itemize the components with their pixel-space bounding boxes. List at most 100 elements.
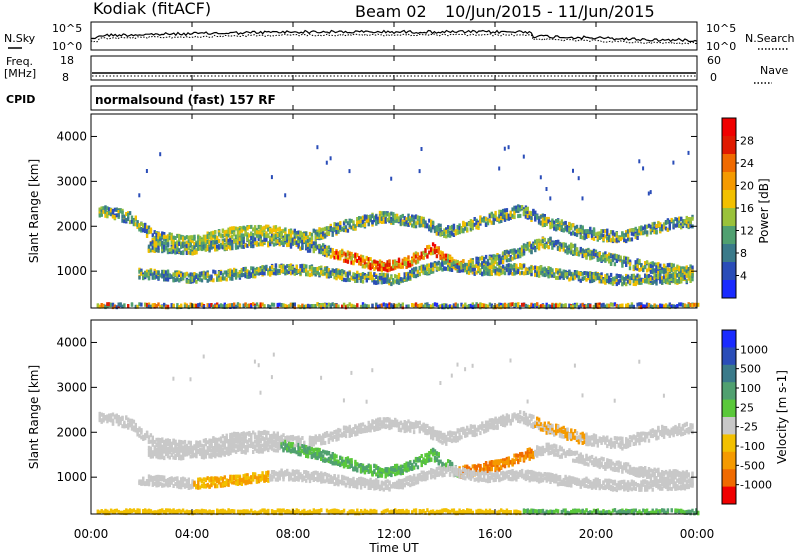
power-point bbox=[371, 276, 374, 281]
power-point bbox=[551, 241, 554, 246]
velocity-point bbox=[147, 474, 151, 479]
power-point bbox=[490, 220, 493, 225]
power-point bbox=[212, 244, 215, 249]
power-point bbox=[314, 230, 317, 235]
power-point bbox=[164, 270, 168, 275]
power-point bbox=[316, 269, 319, 274]
power-point bbox=[594, 249, 598, 254]
velocity-point bbox=[134, 509, 137, 514]
power-point bbox=[433, 226, 437, 230]
power-point bbox=[503, 271, 507, 276]
power-point bbox=[216, 244, 219, 249]
power-point bbox=[308, 248, 312, 253]
power-point bbox=[611, 231, 615, 236]
power-point bbox=[407, 275, 410, 280]
power-point bbox=[352, 220, 355, 225]
power-point bbox=[382, 266, 385, 271]
velocity-point bbox=[115, 415, 118, 420]
power-point bbox=[680, 273, 683, 278]
power-point bbox=[626, 256, 630, 261]
power-point bbox=[365, 255, 368, 260]
power-point bbox=[306, 248, 310, 253]
power-point bbox=[662, 304, 666, 309]
power-point bbox=[327, 245, 331, 250]
power-point bbox=[191, 251, 194, 256]
power-point bbox=[575, 273, 579, 278]
power-point bbox=[422, 255, 425, 260]
power-point bbox=[428, 267, 431, 272]
power-point bbox=[509, 257, 512, 262]
power-point bbox=[475, 304, 478, 309]
power-point bbox=[392, 262, 395, 267]
power-point bbox=[672, 219, 675, 224]
power-point bbox=[282, 263, 285, 268]
power-point bbox=[501, 211, 505, 216]
power-point bbox=[579, 228, 582, 233]
velocity-point bbox=[111, 412, 115, 417]
power-point bbox=[553, 243, 556, 248]
power-point bbox=[174, 236, 177, 240]
power-point bbox=[147, 272, 151, 277]
power-point bbox=[166, 234, 170, 239]
power-point bbox=[384, 267, 387, 272]
power-point bbox=[573, 275, 577, 280]
power-point bbox=[585, 271, 588, 276]
power-point bbox=[572, 305, 575, 310]
power-point bbox=[106, 214, 109, 219]
power-point bbox=[507, 271, 510, 276]
power-point bbox=[178, 273, 181, 278]
power-point bbox=[337, 304, 340, 309]
power-point bbox=[252, 273, 255, 278]
power-point bbox=[592, 275, 596, 280]
velocity-point bbox=[147, 449, 151, 453]
nave-right-tick-top: 60 bbox=[707, 54, 721, 67]
velocity-point bbox=[113, 415, 117, 420]
power-point bbox=[386, 217, 389, 222]
power-point bbox=[458, 266, 461, 270]
power-point bbox=[439, 227, 442, 232]
power-point bbox=[522, 154, 525, 159]
power-point bbox=[615, 303, 618, 308]
power-point bbox=[649, 269, 653, 274]
power-point bbox=[549, 221, 552, 226]
power-point bbox=[524, 268, 528, 273]
power-point bbox=[547, 219, 550, 224]
power-point bbox=[221, 228, 225, 233]
power-point bbox=[185, 271, 189, 276]
power-point bbox=[166, 269, 170, 274]
power-point bbox=[286, 235, 289, 240]
power-point bbox=[248, 271, 251, 276]
power-point bbox=[572, 276, 575, 281]
power-point bbox=[664, 226, 668, 231]
power-point bbox=[231, 303, 234, 308]
power-point bbox=[659, 273, 662, 278]
power-point bbox=[151, 245, 154, 250]
power-point bbox=[246, 269, 249, 274]
power-point bbox=[602, 279, 605, 284]
velocity-point bbox=[121, 510, 124, 515]
power-point bbox=[579, 230, 582, 235]
power-point bbox=[238, 304, 242, 309]
power-point bbox=[359, 276, 363, 280]
power-point bbox=[526, 206, 529, 211]
power-point bbox=[488, 262, 492, 267]
power-point bbox=[680, 225, 683, 230]
power-point bbox=[303, 305, 306, 310]
power-point bbox=[318, 272, 321, 277]
power-point bbox=[265, 264, 268, 269]
velocity-point bbox=[166, 508, 170, 513]
power-point bbox=[263, 304, 266, 309]
power-point bbox=[403, 262, 406, 266]
power-point bbox=[501, 264, 505, 269]
power-point bbox=[549, 273, 552, 278]
power-point bbox=[407, 255, 410, 260]
power-point bbox=[551, 245, 554, 250]
velocity-point bbox=[176, 451, 179, 456]
power-point bbox=[590, 251, 594, 255]
power-point bbox=[655, 273, 658, 278]
velocity-point bbox=[159, 455, 162, 460]
power-point bbox=[492, 218, 495, 223]
velocity-point bbox=[125, 424, 128, 429]
power-point bbox=[314, 304, 317, 308]
power-point bbox=[104, 205, 107, 210]
